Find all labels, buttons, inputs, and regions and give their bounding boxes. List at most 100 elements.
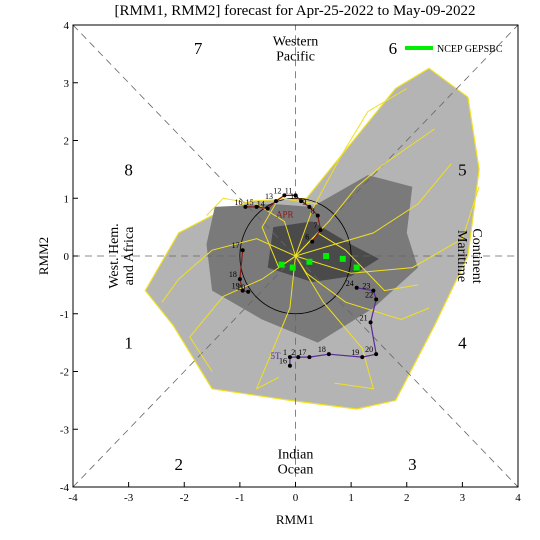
observed-may-point: [307, 355, 312, 360]
x-axis-label: RMM1: [276, 512, 314, 527]
observed-april-point: [307, 204, 312, 209]
y-tick-label: -3: [60, 424, 70, 436]
observed-start-point: [237, 277, 242, 282]
ensemble-member-line: [295, 186, 480, 274]
x-tick-label: 1: [348, 492, 354, 504]
ensemble-mean-marker: [339, 255, 346, 262]
observed-april-point-label: 8: [311, 207, 315, 216]
region-label: Maritime: [454, 230, 469, 282]
observed-may-point-label: 20: [365, 345, 373, 354]
chart-title: [RMM1, RMM2] forecast for Apr-25-2022 to…: [115, 3, 476, 19]
observed-start-line: [239, 250, 249, 293]
x-tick-label: -4: [68, 492, 78, 504]
y-tick-label: 1: [64, 193, 70, 205]
observed-april-point-label: 7: [314, 221, 318, 230]
observed-start-point: [240, 248, 245, 253]
observed-may-point: [354, 285, 359, 290]
observed-start-point-label: 18: [229, 270, 237, 279]
observed-april-point-label: 10: [290, 192, 298, 201]
april-annotation: APR: [276, 209, 294, 219]
phase-diagonal-line: [73, 25, 518, 487]
observed-april-point: [318, 228, 323, 233]
observed-may-point: [374, 297, 379, 302]
observed-april-point-label: 13: [265, 192, 273, 201]
ensemble-member-line: [295, 163, 452, 257]
observed-april-point-label: 6: [305, 233, 309, 242]
ensemble-member-line: [295, 255, 430, 321]
x-tick-label: 4: [515, 492, 521, 504]
ensemble-member-line: [189, 255, 296, 372]
observed-april-point-label: 11: [285, 186, 293, 195]
observed-april-point: [243, 204, 248, 209]
observed-april-point-label: 12: [273, 186, 281, 195]
y-tick-label: 3: [64, 78, 70, 90]
observed-may-point: [371, 288, 376, 293]
observed-april-point: [293, 193, 298, 198]
observed-start-point-label: 19: [232, 282, 240, 291]
observed-may-point: [287, 363, 292, 368]
phase-label: 8: [124, 160, 133, 179]
observed-april-point: [274, 199, 279, 204]
observed-april-point: [310, 239, 315, 244]
ensemble-member-line: [206, 197, 296, 257]
region-label: Pacific: [276, 50, 315, 65]
observed-may-point-label: 21: [360, 313, 368, 322]
phase-label: 2: [174, 455, 183, 474]
may-annotation: 5T: [270, 351, 281, 361]
ensemble-mean-marker: [306, 258, 313, 265]
observed-april-point-label: 9: [302, 198, 306, 207]
phase-label: 6: [389, 39, 398, 58]
ensemble-member-line: [255, 255, 296, 390]
phase-diagonal-line: [73, 25, 518, 487]
observed-may-point-label: 18: [318, 345, 326, 354]
legend-label-ncep-gepsbc: NCEP GEPSBC: [437, 44, 503, 55]
region-label: Continent: [469, 228, 484, 283]
observed-may-point-label: 19: [351, 348, 359, 357]
region-label: Ocean: [278, 463, 314, 478]
ensemble-mean-marker: [353, 264, 360, 271]
observed-may-point-label: 16: [279, 357, 287, 366]
phase-label: 5: [458, 160, 467, 179]
observed-start-point: [240, 288, 245, 293]
region-label: Western: [273, 35, 319, 50]
ensemble-mean-marker: [323, 253, 330, 259]
x-tick-label: 2: [404, 492, 410, 504]
y-tick-label: -1: [60, 309, 69, 321]
x-tick-label: -3: [124, 492, 134, 504]
observed-start-point: [246, 289, 251, 294]
observed-may-point-label: 24: [346, 279, 354, 288]
phase-label: 4: [458, 334, 467, 353]
region-label: West. Hem.: [107, 223, 122, 288]
y-tick-label: 2: [64, 136, 70, 148]
x-tick-label: -1: [235, 492, 244, 504]
phase-label: 3: [408, 455, 417, 474]
observed-april-point-label: 14: [257, 200, 265, 209]
region-label: Indian: [278, 448, 314, 463]
phase-label: 7: [194, 39, 203, 58]
observed-april-point: [254, 204, 259, 209]
ensemble-mean-marker: [278, 261, 285, 268]
observed-may-point-label: 23: [362, 282, 370, 291]
x-tick-label: 3: [460, 492, 466, 504]
y-axis-label: RMM2: [36, 237, 51, 275]
observed-may-point-label: 1: [283, 348, 287, 357]
y-tick-label: 4: [64, 20, 70, 32]
observed-may-point: [374, 352, 379, 357]
observed-may-point-label: 17: [298, 348, 306, 357]
observed-may-point: [326, 352, 331, 357]
y-tick-label: 0: [64, 251, 70, 263]
observed-may-point: [368, 320, 373, 325]
observed-may-point: [360, 355, 365, 360]
observed-april-point-label: 16: [234, 198, 242, 207]
observed-may-point: [296, 355, 301, 360]
ensemble-member-line: [295, 255, 375, 390]
y-tick-label: -4: [60, 482, 70, 494]
y-tick-label: -2: [60, 367, 69, 379]
observed-may-point-label: 2: [291, 348, 295, 357]
observed-april-point: [299, 199, 304, 204]
x-tick-label: -2: [180, 492, 189, 504]
observed-start-point-label: 20: [237, 283, 245, 292]
